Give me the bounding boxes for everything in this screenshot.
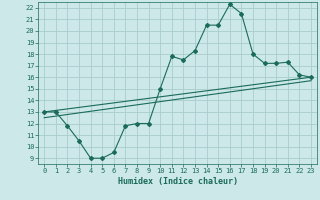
- X-axis label: Humidex (Indice chaleur): Humidex (Indice chaleur): [118, 177, 238, 186]
